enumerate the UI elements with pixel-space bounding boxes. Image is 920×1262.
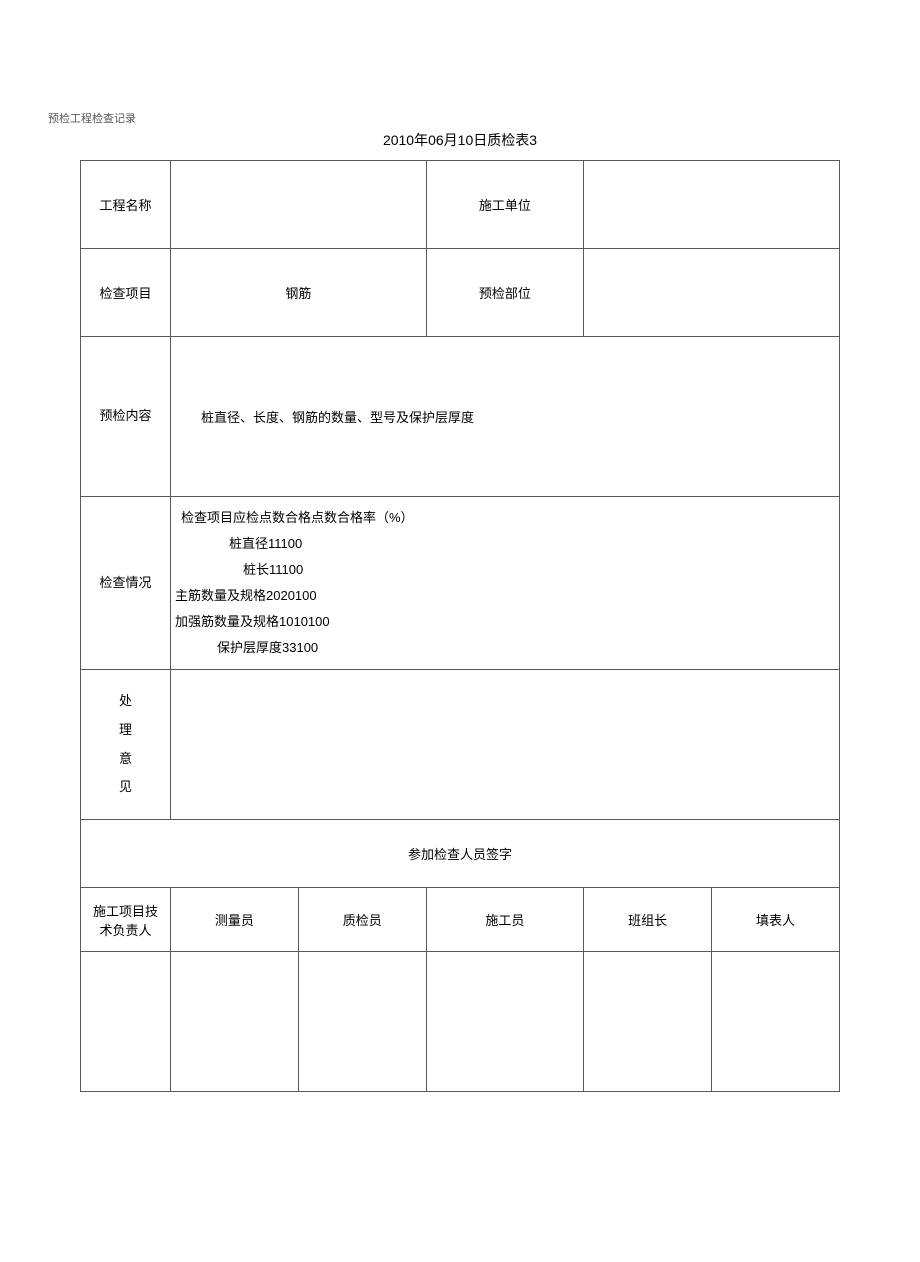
role-header: 施工员	[426, 888, 584, 952]
inspect-line: 加强筋数量及规格1010100	[175, 609, 831, 635]
inspection-table: 工程名称 施工单位 检查项目 钢筋 预检部位 预检内容 桩直径、长度、钢筋的数量…	[80, 160, 840, 1092]
table-row: 工程名称 施工单位	[81, 161, 840, 249]
pre-inspection-part-label: 预检部位	[426, 249, 584, 337]
signature-cell	[712, 952, 840, 1092]
inspection-item-value: 钢筋	[171, 249, 427, 337]
table-row	[81, 952, 840, 1092]
table-title: 2010年06月10日质检表3	[48, 130, 872, 150]
role-header: 班组长	[584, 888, 712, 952]
pre-inspection-content-label: 预检内容	[81, 337, 171, 497]
signature-section-title: 参加检查人员签字	[81, 820, 840, 888]
table-row: 参加检查人员签字	[81, 820, 840, 888]
signature-cell	[81, 952, 171, 1092]
inspection-status-label: 检查情况	[81, 497, 171, 670]
role-header: 施工项目技术负责人	[81, 888, 171, 952]
inspect-line: 检查项目应检点数合格点数合格率（%）	[175, 505, 831, 531]
inspect-line: 保护层厚度33100	[175, 635, 831, 661]
table-row: 检查项目 钢筋 预检部位	[81, 249, 840, 337]
handling-opinion-label: 处 理 意 见	[81, 670, 171, 820]
pre-inspection-part-value	[584, 249, 840, 337]
table-row: 施工项目技术负责人 测量员 质检员 施工员 班组长 填表人	[81, 888, 840, 952]
table-row: 处 理 意 见	[81, 670, 840, 820]
signature-cell	[171, 952, 299, 1092]
signature-cell	[298, 952, 426, 1092]
pre-inspection-content-value: 桩直径、长度、钢筋的数量、型号及保护层厚度	[171, 337, 840, 497]
construction-unit-value	[584, 161, 840, 249]
project-name-label: 工程名称	[81, 161, 171, 249]
table-row: 检查情况 检查项目应检点数合格点数合格率（%） 桩直径11100 桩长11100…	[81, 497, 840, 670]
inspection-status-value: 检查项目应检点数合格点数合格率（%） 桩直径11100 桩长11100 主筋数量…	[171, 497, 840, 670]
inspect-line: 桩长11100	[175, 557, 831, 583]
signature-cell	[426, 952, 584, 1092]
page-header: 预检工程检查记录	[48, 110, 872, 126]
inspect-line: 主筋数量及规格2020100	[175, 583, 831, 609]
inspect-line: 桩直径11100	[175, 531, 831, 557]
construction-unit-label: 施工单位	[426, 161, 584, 249]
role-header: 质检员	[298, 888, 426, 952]
inspection-item-label: 检查项目	[81, 249, 171, 337]
project-name-value	[171, 161, 427, 249]
signature-cell	[584, 952, 712, 1092]
table-row: 预检内容 桩直径、长度、钢筋的数量、型号及保护层厚度	[81, 337, 840, 497]
handling-opinion-value	[171, 670, 840, 820]
role-header: 测量员	[171, 888, 299, 952]
role-header: 填表人	[712, 888, 840, 952]
